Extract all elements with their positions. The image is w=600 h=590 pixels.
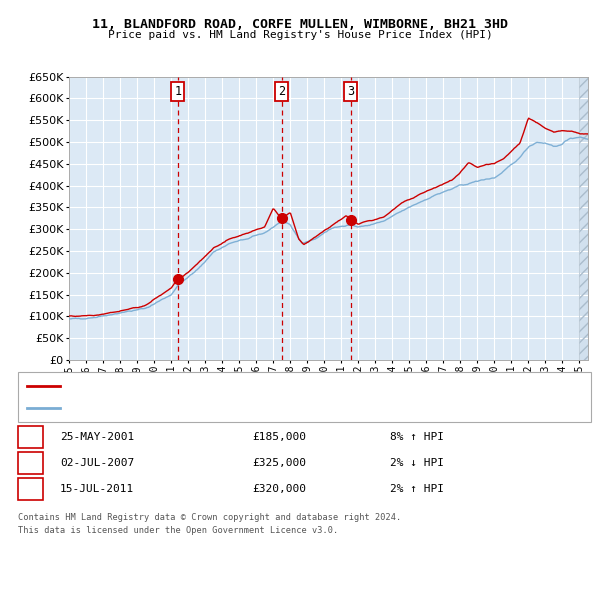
Text: 2: 2 [278, 86, 285, 99]
Text: 1: 1 [27, 431, 34, 444]
Text: 8% ↑ HPI: 8% ↑ HPI [390, 432, 444, 442]
Text: 3: 3 [347, 86, 354, 99]
Text: 1: 1 [175, 86, 181, 99]
Text: 2% ↓ HPI: 2% ↓ HPI [390, 458, 444, 468]
Text: Price paid vs. HM Land Registry's House Price Index (HPI): Price paid vs. HM Land Registry's House … [107, 30, 493, 40]
Text: £325,000: £325,000 [252, 458, 306, 468]
Text: This data is licensed under the Open Government Licence v3.0.: This data is licensed under the Open Gov… [18, 526, 338, 535]
Text: £185,000: £185,000 [252, 432, 306, 442]
Text: 11, BLANDFORD ROAD, CORFE MULLEN, WIMBORNE, BH21 3HD (detached house): 11, BLANDFORD ROAD, CORFE MULLEN, WIMBOR… [66, 381, 480, 391]
Text: 02-JUL-2007: 02-JUL-2007 [60, 458, 134, 468]
Text: 3: 3 [27, 483, 34, 496]
Bar [580, 77, 588, 360]
Text: 2% ↑ HPI: 2% ↑ HPI [390, 484, 444, 494]
Bar [580, 77, 588, 360]
Text: £320,000: £320,000 [252, 484, 306, 494]
Text: Contains HM Land Registry data © Crown copyright and database right 2024.: Contains HM Land Registry data © Crown c… [18, 513, 401, 522]
Text: 2: 2 [27, 457, 34, 470]
Text: 25-MAY-2001: 25-MAY-2001 [60, 432, 134, 442]
Text: 11, BLANDFORD ROAD, CORFE MULLEN, WIMBORNE, BH21 3HD: 11, BLANDFORD ROAD, CORFE MULLEN, WIMBOR… [92, 18, 508, 31]
Text: 15-JUL-2011: 15-JUL-2011 [60, 484, 134, 494]
Text: HPI: Average price, detached house, Dorset: HPI: Average price, detached house, Dors… [66, 403, 318, 413]
